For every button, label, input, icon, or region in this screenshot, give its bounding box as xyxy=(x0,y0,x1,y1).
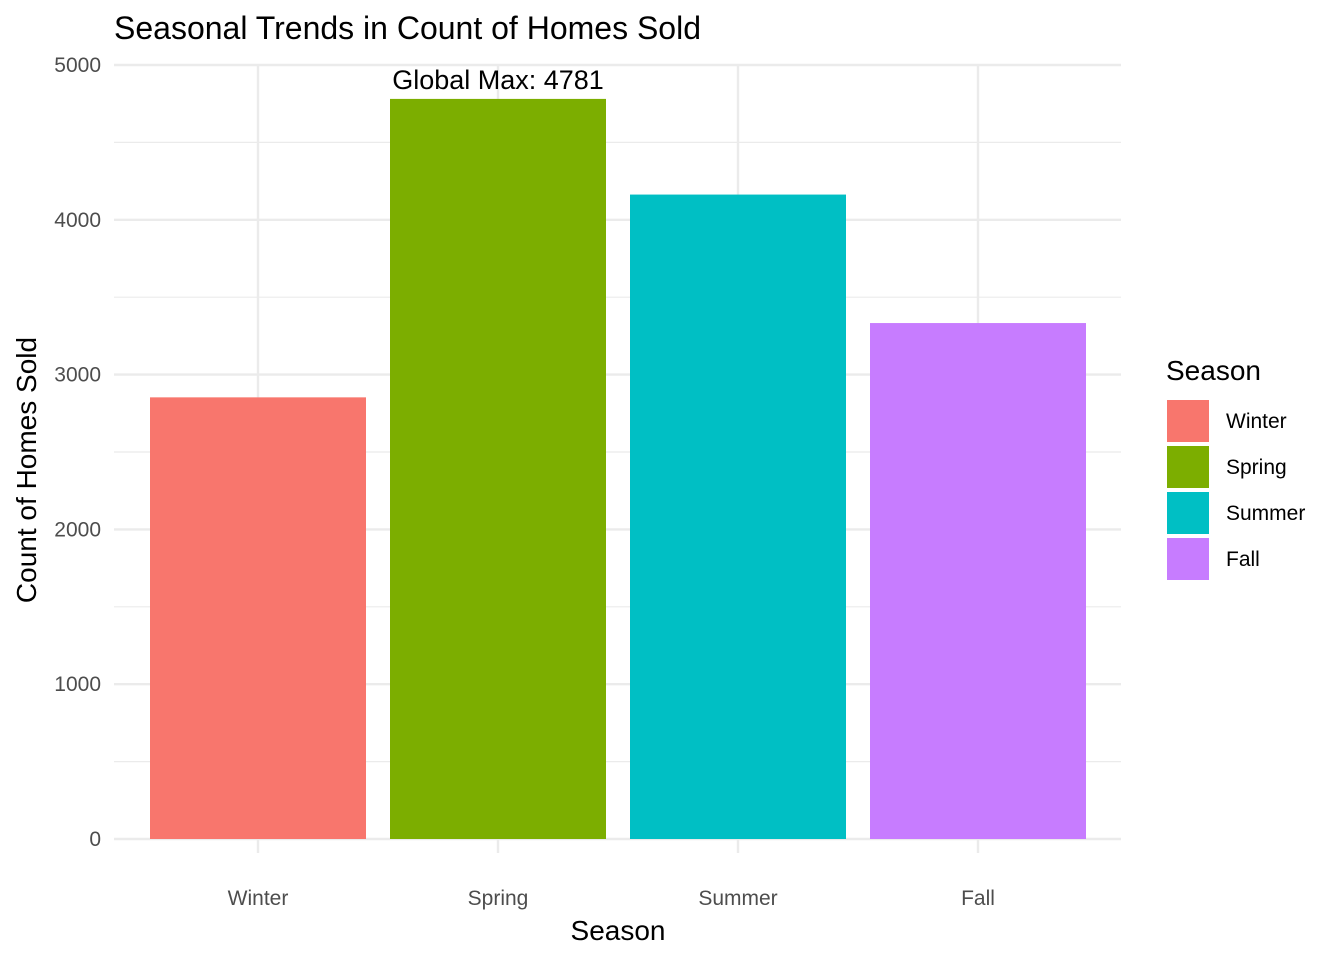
legend-title: Season xyxy=(1166,355,1261,386)
y-tick-label: 3000 xyxy=(54,364,101,387)
legend-key-fall xyxy=(1167,538,1209,580)
bars xyxy=(150,98,1086,840)
x-axis-title: Season xyxy=(571,915,666,946)
legend-label-spring: Spring xyxy=(1226,456,1287,479)
bar-summer xyxy=(630,194,846,839)
x-tick-label: Fall xyxy=(961,887,995,910)
max-annotation: Global Max: 4781 xyxy=(392,65,604,95)
y-tick-label: 1000 xyxy=(54,673,101,696)
legend-label-fall: Fall xyxy=(1226,548,1260,571)
legend-label-winter: Winter xyxy=(1226,410,1287,433)
legend-key-spring xyxy=(1167,446,1209,488)
y-tick-label: 4000 xyxy=(54,209,101,232)
legend-label-summer: Summer xyxy=(1226,502,1305,525)
legend: Season Winter Spring Summer Fall xyxy=(1166,355,1305,580)
x-tick-label: Summer xyxy=(698,887,777,910)
y-axis-title: Count of Homes Sold xyxy=(11,337,42,603)
y-tick-label: 5000 xyxy=(54,54,101,77)
y-axis-ticks: 0 1000 2000 3000 4000 5000 xyxy=(54,54,101,851)
legend-key-summer xyxy=(1167,492,1209,534)
legend-key-winter xyxy=(1167,400,1209,442)
y-tick-label: 0 xyxy=(89,828,101,851)
x-tick-label: Spring xyxy=(468,887,529,910)
x-tick-label: Winter xyxy=(228,887,289,910)
chart-title: Seasonal Trends in Count of Homes Sold xyxy=(114,10,701,46)
bar-winter xyxy=(150,397,366,839)
bar-fall xyxy=(870,323,1086,839)
y-tick-label: 2000 xyxy=(54,518,101,541)
x-axis-ticks: Winter Spring Summer Fall xyxy=(228,887,995,910)
bar-spring xyxy=(390,98,606,840)
